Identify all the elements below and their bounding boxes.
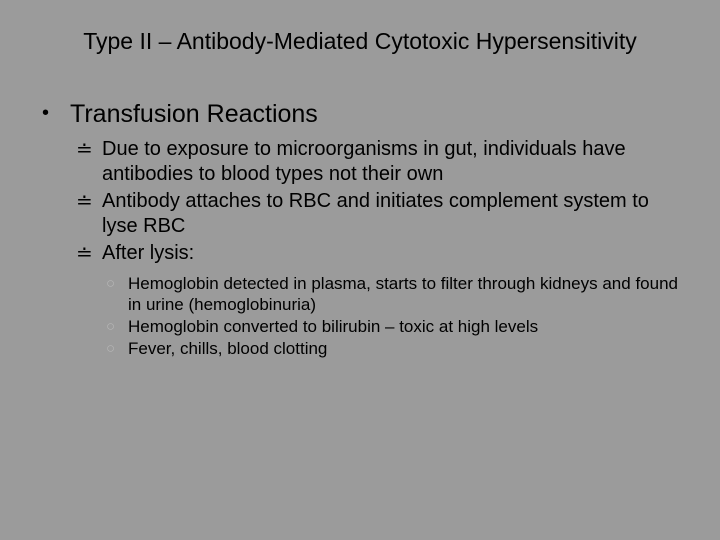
bullet-level3: ○ Fever, chills, blood clotting [106,338,684,359]
level3-group: ○ Hemoglobin detected in plasma, starts … [42,273,684,359]
bullet-marker-l3: ○ [106,316,120,337]
slide-content: • Transfusion Reactions ≐ Due to exposur… [36,99,684,359]
bullet-level2: ≐ After lysis: [76,241,684,267]
bullet-level2: ≐ Antibody attaches to RBC and initiates… [76,189,684,239]
bullet-level3: ○ Hemoglobin converted to bilirubin – to… [106,316,684,337]
bullet-text-l2: Antibody attaches to RBC and initiates c… [102,189,684,239]
slide-title: Type II – Antibody-Mediated Cytotoxic Hy… [36,28,684,55]
bullet-marker-l1: • [42,99,52,129]
bullet-text-l2: Due to exposure to microorganisms in gut… [102,137,684,187]
bullet-text-l3: Hemoglobin converted to bilirubin – toxi… [128,316,538,337]
bullet-marker-l3: ○ [106,273,120,315]
bullet-text-l1: Transfusion Reactions [70,99,318,129]
bullet-level1: • Transfusion Reactions [42,99,684,129]
bullet-marker-l2: ≐ [76,189,96,239]
bullet-marker-l3: ○ [106,338,120,359]
bullet-text-l3: Hemoglobin detected in plasma, starts to… [128,273,684,315]
bullet-text-l3: Fever, chills, blood clotting [128,338,327,359]
bullet-marker-l2: ≐ [76,241,96,267]
level2-group: ≐ Due to exposure to microorganisms in g… [42,137,684,267]
bullet-marker-l2: ≐ [76,137,96,187]
bullet-level3: ○ Hemoglobin detected in plasma, starts … [106,273,684,315]
bullet-level2: ≐ Due to exposure to microorganisms in g… [76,137,684,187]
bullet-text-l2: After lysis: [102,241,194,267]
